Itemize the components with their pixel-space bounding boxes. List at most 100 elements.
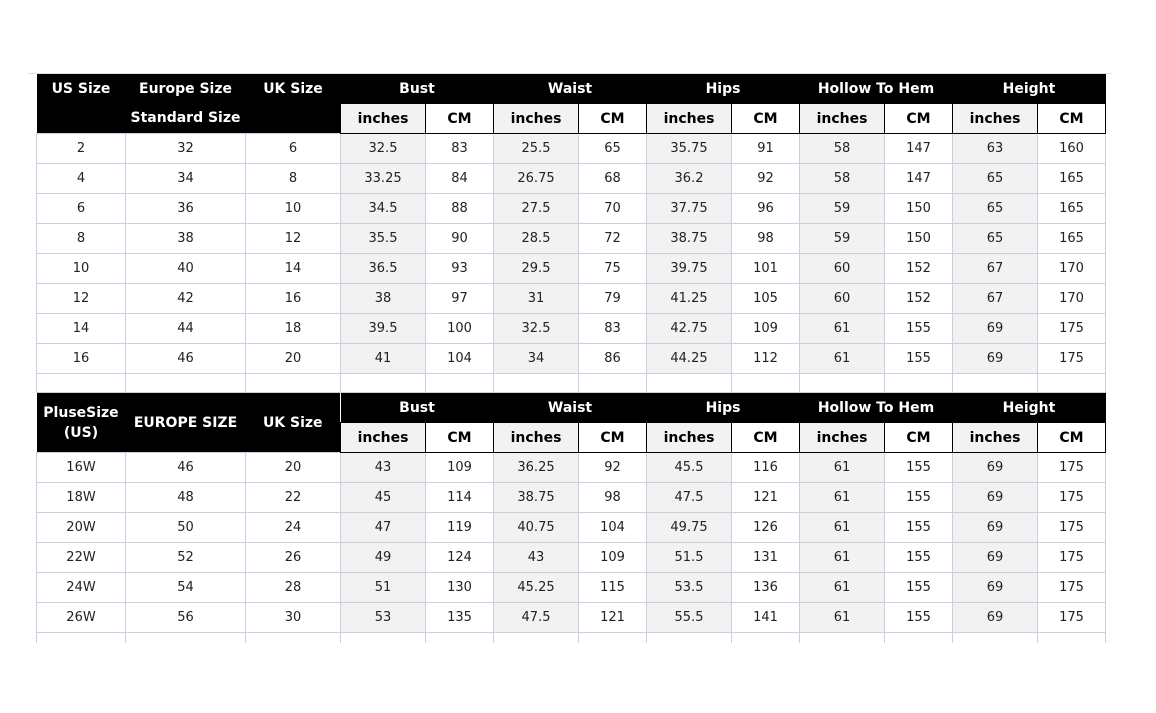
- table-row: 18W 48 22 45 114 38.75 98 47.5 121 61 155 69 175: [36, 482, 1106, 513]
- us-size-header: US Size: [36, 74, 126, 104]
- table-cell: 41: [340, 343, 426, 374]
- table-cell: 40: [125, 253, 246, 284]
- empty-row: [36, 373, 1106, 393]
- empty-cell: [125, 373, 246, 393]
- table-cell: 69: [952, 542, 1038, 573]
- table-cell: 67: [952, 253, 1038, 284]
- table-cell: 61: [799, 542, 885, 573]
- cm-unit-header: CM: [578, 103, 647, 134]
- table-cell: 155: [884, 452, 953, 483]
- table-cell: 104: [578, 512, 647, 543]
- inches-unit-header: inches: [952, 103, 1038, 134]
- table-cell: 175: [1037, 542, 1106, 573]
- empty-cell: [799, 373, 885, 393]
- inches-unit-header: inches: [952, 422, 1038, 453]
- table-cell: 56: [125, 602, 246, 633]
- measure-header: Height: [952, 74, 1106, 104]
- table-cell: 65: [952, 223, 1038, 254]
- table-cell: 109: [578, 542, 647, 573]
- plus-size-table: PluseSize (US) EUROPE SIZE UK Size Bust Wais…: [36, 393, 1106, 643]
- table-cell: 20: [245, 343, 341, 374]
- table-cell: 131: [731, 542, 800, 573]
- table-cell: 39.5: [340, 313, 426, 344]
- table-row: 8 38 12 35.5 90 28.5 72 38.75 98 59 150 65 165: [36, 223, 1106, 254]
- empty-header: [245, 103, 341, 134]
- table-cell: 105: [731, 283, 800, 314]
- table-cell: 91: [731, 133, 800, 164]
- table-cell: 10: [36, 253, 126, 284]
- table-cell: 97: [425, 283, 494, 314]
- table-cell: 136: [731, 572, 800, 603]
- table-cell: 60: [799, 283, 885, 314]
- inches-unit-header: inches: [493, 103, 579, 134]
- table-cell: 170: [1037, 283, 1106, 314]
- table-row: 14 44 18 39.5 100 32.5 83 42.75 109 61 155 69 175: [36, 313, 1106, 344]
- table-cell: 38: [340, 283, 426, 314]
- cm-unit-header: CM: [884, 103, 953, 134]
- inches-unit-header: inches: [799, 103, 885, 134]
- table-cell: 43: [493, 542, 579, 573]
- top-border: [28, 73, 1112, 74]
- table-cell: 52: [125, 542, 246, 573]
- europe-size-header: EUROPE SIZE: [125, 393, 246, 453]
- table-cell: 14: [245, 253, 341, 284]
- table-cell: 34: [125, 163, 246, 194]
- table-cell: 61: [799, 452, 885, 483]
- plus-us-size-header: PluseSize (US): [36, 393, 126, 453]
- table-cell: 43: [340, 452, 426, 483]
- table-cell: 121: [578, 602, 647, 633]
- table-cell: 14: [36, 313, 126, 344]
- table-cell: 6: [245, 133, 341, 164]
- table-cell: 48: [125, 482, 246, 513]
- table-cell: 27.5: [493, 193, 579, 224]
- standard-size-table: US Size Europe Size UK Size Bust Waist Hips Ho…: [36, 74, 1106, 393]
- table-cell: 36.5: [340, 253, 426, 284]
- table-cell: 12: [36, 283, 126, 314]
- table-cell: 58: [799, 163, 885, 194]
- table-cell: 42: [125, 283, 246, 314]
- table-cell: 92: [578, 452, 647, 483]
- table-cell: 69: [952, 572, 1038, 603]
- empty-cell: [731, 632, 800, 643]
- table-cell: 38: [125, 223, 246, 254]
- empty-cell: [646, 632, 732, 643]
- empty-cell: [578, 373, 647, 393]
- table-cell: 31: [493, 283, 579, 314]
- table-row: 2 32 6 32.5 83 25.5 65 35.75 91 58 147 63 160: [36, 133, 1106, 164]
- table-cell: 38.75: [493, 482, 579, 513]
- table-cell: 69: [952, 482, 1038, 513]
- table-row: 4 34 8 33.25 84 26.75 68 36.2 92 58 147 65 165: [36, 163, 1106, 194]
- table-cell: 10: [245, 193, 341, 224]
- empty-cell: [578, 632, 647, 643]
- table-cell: 124: [425, 542, 494, 573]
- table-cell: 175: [1037, 313, 1106, 344]
- europe-size-header: Europe Size: [125, 74, 246, 104]
- table-cell: 63: [952, 133, 1038, 164]
- empty-cell: [36, 373, 126, 393]
- empty-cell: [425, 632, 494, 643]
- table-cell: 4: [36, 163, 126, 194]
- table-cell: 175: [1037, 343, 1106, 374]
- table-cell: 165: [1037, 193, 1106, 224]
- table-cell: 45.5: [646, 452, 732, 483]
- table-cell: 83: [425, 133, 494, 164]
- table-cell: 135: [425, 602, 494, 633]
- table-cell: 16: [245, 283, 341, 314]
- empty-cell: [245, 373, 341, 393]
- table-cell: 109: [425, 452, 494, 483]
- empty-row: [36, 632, 1106, 643]
- empty-cell: [884, 632, 953, 643]
- table-cell: 70: [578, 193, 647, 224]
- table-cell: 152: [884, 253, 953, 284]
- table-cell: 109: [731, 313, 800, 344]
- subheader-row: inches CM inches CM inches CM inches CM inches CM: [37, 422, 1106, 453]
- empty-cell: [36, 632, 126, 643]
- table-cell: 175: [1037, 482, 1106, 513]
- table-cell: 35.5: [340, 223, 426, 254]
- table-cell: 47: [340, 512, 426, 543]
- empty-cell: [1037, 632, 1106, 643]
- table-cell: 20: [245, 452, 341, 483]
- table-cell: 101: [731, 253, 800, 284]
- inches-unit-header: inches: [340, 103, 426, 134]
- table-row: 16 46 20 41 104 34 86 44.25 112 61 155 69 175: [36, 343, 1106, 374]
